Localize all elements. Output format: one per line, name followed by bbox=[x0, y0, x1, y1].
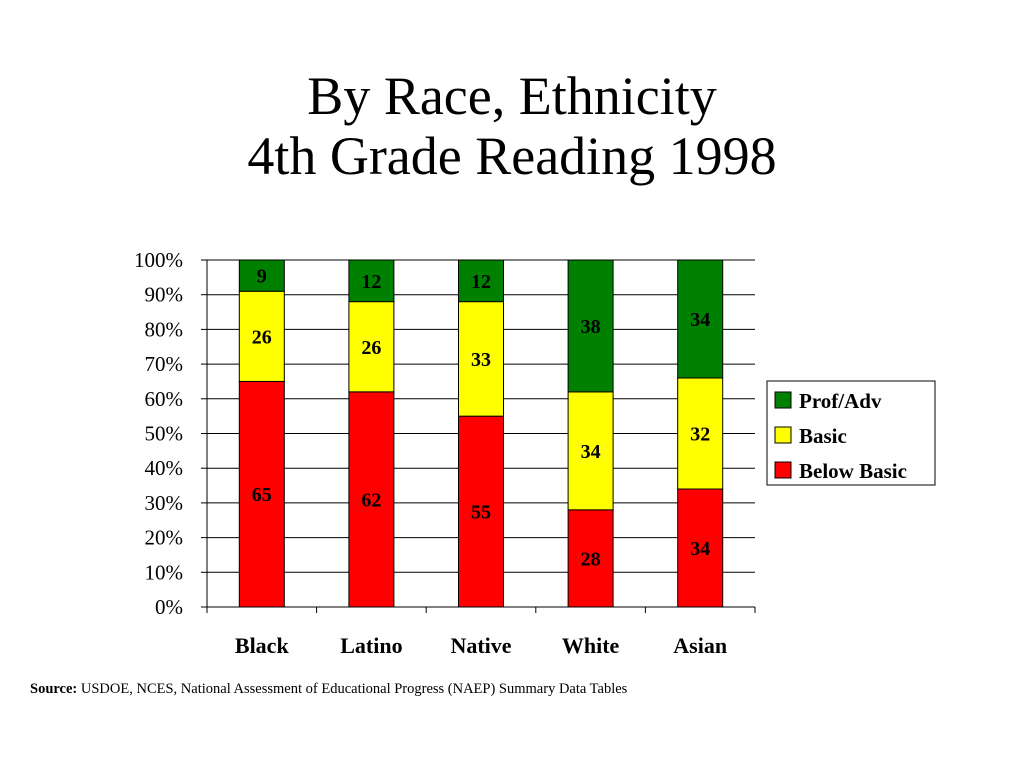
y-tick-label: 10% bbox=[145, 560, 184, 584]
bar-segment bbox=[348, 259, 395, 303]
title-line-1: By Race, Ethnicity bbox=[307, 66, 717, 126]
y-tick-label: 30% bbox=[145, 491, 184, 515]
x-category-label: Asian bbox=[673, 633, 727, 658]
legend-swatch bbox=[774, 461, 792, 479]
data-label: 12 bbox=[471, 271, 491, 293]
y-tick-label: 80% bbox=[145, 317, 184, 341]
bar-segment bbox=[238, 290, 285, 382]
data-label: 34 bbox=[581, 441, 601, 463]
data-label: 38 bbox=[581, 316, 601, 338]
data-label: 34 bbox=[690, 538, 710, 560]
x-category-label: Black bbox=[235, 633, 290, 658]
data-label: 62 bbox=[361, 489, 381, 511]
legend-label: Below Basic bbox=[799, 459, 907, 483]
y-tick-label: 90% bbox=[145, 283, 184, 307]
bar-segment bbox=[567, 391, 614, 511]
data-label: 33 bbox=[471, 349, 491, 371]
bar-segment bbox=[458, 415, 504, 608]
source-text: USDOE, NCES, National Assessment of Educ… bbox=[77, 681, 628, 697]
data-label: 55 bbox=[471, 502, 491, 524]
y-tick-label: 40% bbox=[145, 456, 184, 480]
x-category-label: Native bbox=[450, 633, 511, 658]
x-category-label: Latino bbox=[340, 633, 402, 658]
data-label: 34 bbox=[690, 309, 710, 331]
data-label: 9 bbox=[257, 266, 267, 288]
bar-segment bbox=[677, 259, 724, 379]
bars: 65 26 9 62 26 12 55 33 12 28 34 38 34 32 34 bbox=[238, 259, 724, 608]
data-label: 12 bbox=[361, 271, 381, 293]
bar-segment bbox=[458, 301, 504, 417]
bar-segment bbox=[238, 259, 285, 292]
bar-segment bbox=[567, 259, 614, 393]
y-tick-label: 70% bbox=[145, 352, 184, 376]
data-label: 26 bbox=[252, 326, 272, 348]
bar-segment bbox=[677, 488, 724, 608]
legend: Prof/Adv Basic Below Basic bbox=[766, 380, 936, 486]
y-tick-label: 100% bbox=[134, 248, 183, 272]
bar-segment bbox=[677, 377, 724, 490]
legend-label: Prof/Adv bbox=[799, 389, 882, 413]
data-label: 28 bbox=[581, 548, 601, 570]
y-tick-label: 50% bbox=[145, 422, 184, 446]
y-tick-label: 60% bbox=[145, 387, 184, 411]
bar-segment bbox=[458, 259, 504, 303]
chart-title: By Race, Ethnicity 4th Grade Reading 199… bbox=[0, 66, 1024, 186]
legend-swatch bbox=[774, 426, 792, 444]
data-label: 32 bbox=[690, 424, 710, 446]
y-tick-label: 20% bbox=[145, 526, 184, 550]
legend-label: Basic bbox=[799, 424, 847, 448]
legend-swatch bbox=[774, 391, 792, 409]
bar-segment bbox=[348, 301, 395, 393]
legend-box bbox=[766, 380, 936, 486]
title-line-2: 4th Grade Reading 1998 bbox=[247, 126, 777, 186]
data-label: 26 bbox=[361, 337, 381, 359]
x-category-label: White bbox=[562, 633, 620, 658]
source-note: Source: USDOE, NCES, National Assessment… bbox=[30, 681, 627, 698]
y-tick-label: 0% bbox=[155, 595, 183, 619]
axes: 0% 10% 20% 30% 40% 50% 60% 70% 80% 90% 100% Black La… bbox=[134, 248, 756, 658]
source-label: Source: bbox=[30, 681, 78, 697]
data-label: 65 bbox=[252, 484, 272, 506]
